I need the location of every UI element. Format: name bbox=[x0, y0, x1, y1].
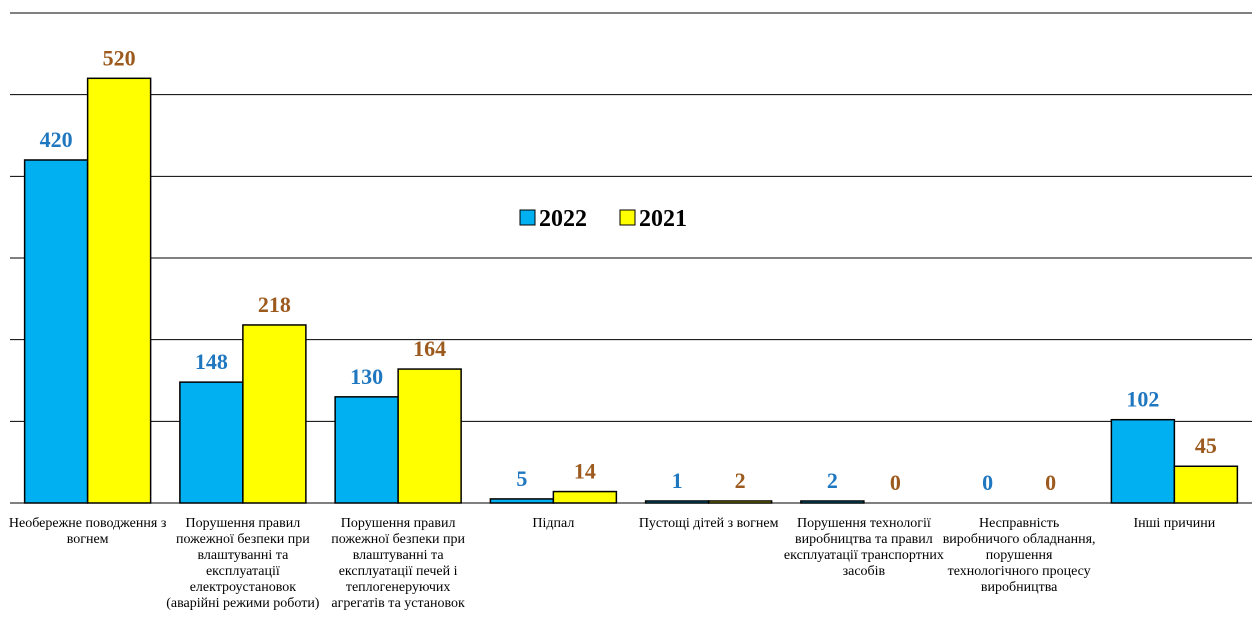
value-label-2021-7: 45 bbox=[1195, 433, 1217, 458]
bar-2022-5 bbox=[800, 500, 865, 504]
bar-2022-0 bbox=[23, 159, 89, 504]
category-label-6: Несправність виробничого обладнання, пор… bbox=[942, 516, 1096, 595]
value-label-2021-2: 164 bbox=[413, 336, 446, 361]
value-label-2022-7: 102 bbox=[1126, 387, 1159, 412]
value-label-2022-3: 5 bbox=[516, 466, 527, 491]
legend-swatch-2021 bbox=[619, 209, 636, 226]
value-label-2022-0: 420 bbox=[40, 127, 73, 152]
legend: 2022 2021 bbox=[519, 206, 687, 232]
value-labels: 420 520 148 218 130 164 5 14 1 2 2 0 0 0 102 45 bbox=[40, 45, 1217, 495]
bar-2021-7 bbox=[1173, 465, 1239, 504]
bar-2022-4 bbox=[644, 500, 710, 504]
bar-2021-4 bbox=[707, 500, 773, 504]
value-label-2022-5: 2 bbox=[827, 468, 838, 493]
category-label-2: Порушення правил пожежної безпеки при вл… bbox=[331, 516, 465, 611]
category-label-1: Порушення правил пожежної безпеки при вл… bbox=[166, 516, 320, 611]
value-label-2022-6: 0 bbox=[982, 470, 993, 495]
legend-label-2021: 2021 bbox=[639, 206, 687, 232]
category-label-0: Необережне поводження з вогнем bbox=[8, 516, 167, 547]
value-label-2021-4: 2 bbox=[735, 468, 746, 493]
bars bbox=[23, 77, 1239, 504]
value-label-2022-2: 130 bbox=[350, 364, 383, 389]
value-label-2021-5: 0 bbox=[890, 470, 901, 495]
bar-2021-1 bbox=[242, 324, 307, 504]
bar-2022-1 bbox=[179, 381, 244, 504]
bar-2022-3 bbox=[489, 498, 555, 504]
bar-2022-7 bbox=[1110, 418, 1176, 504]
category-label-4: Пустощі дітей з вогнем bbox=[638, 516, 779, 531]
value-label-2022-4: 1 bbox=[672, 468, 683, 493]
legend-swatch-2022 bbox=[519, 209, 536, 226]
bar-2021-0 bbox=[86, 77, 152, 504]
value-label-2021-0: 520 bbox=[103, 45, 136, 70]
legend-label-2022: 2022 bbox=[539, 206, 587, 232]
category-label-7: Інші причини bbox=[1133, 516, 1216, 531]
category-label-3: Підпал bbox=[532, 516, 575, 531]
category-label-5: Порушення технології виробництва та прав… bbox=[783, 516, 944, 579]
value-label-2022-1: 148 bbox=[195, 349, 228, 374]
bar-2021-3 bbox=[552, 490, 618, 504]
bar-2022-2 bbox=[334, 396, 399, 504]
value-label-2021-6: 0 bbox=[1045, 470, 1056, 495]
value-label-2021-3: 14 bbox=[574, 459, 596, 484]
bar-2021-2 bbox=[397, 368, 462, 504]
value-label-2021-1: 218 bbox=[258, 292, 291, 317]
